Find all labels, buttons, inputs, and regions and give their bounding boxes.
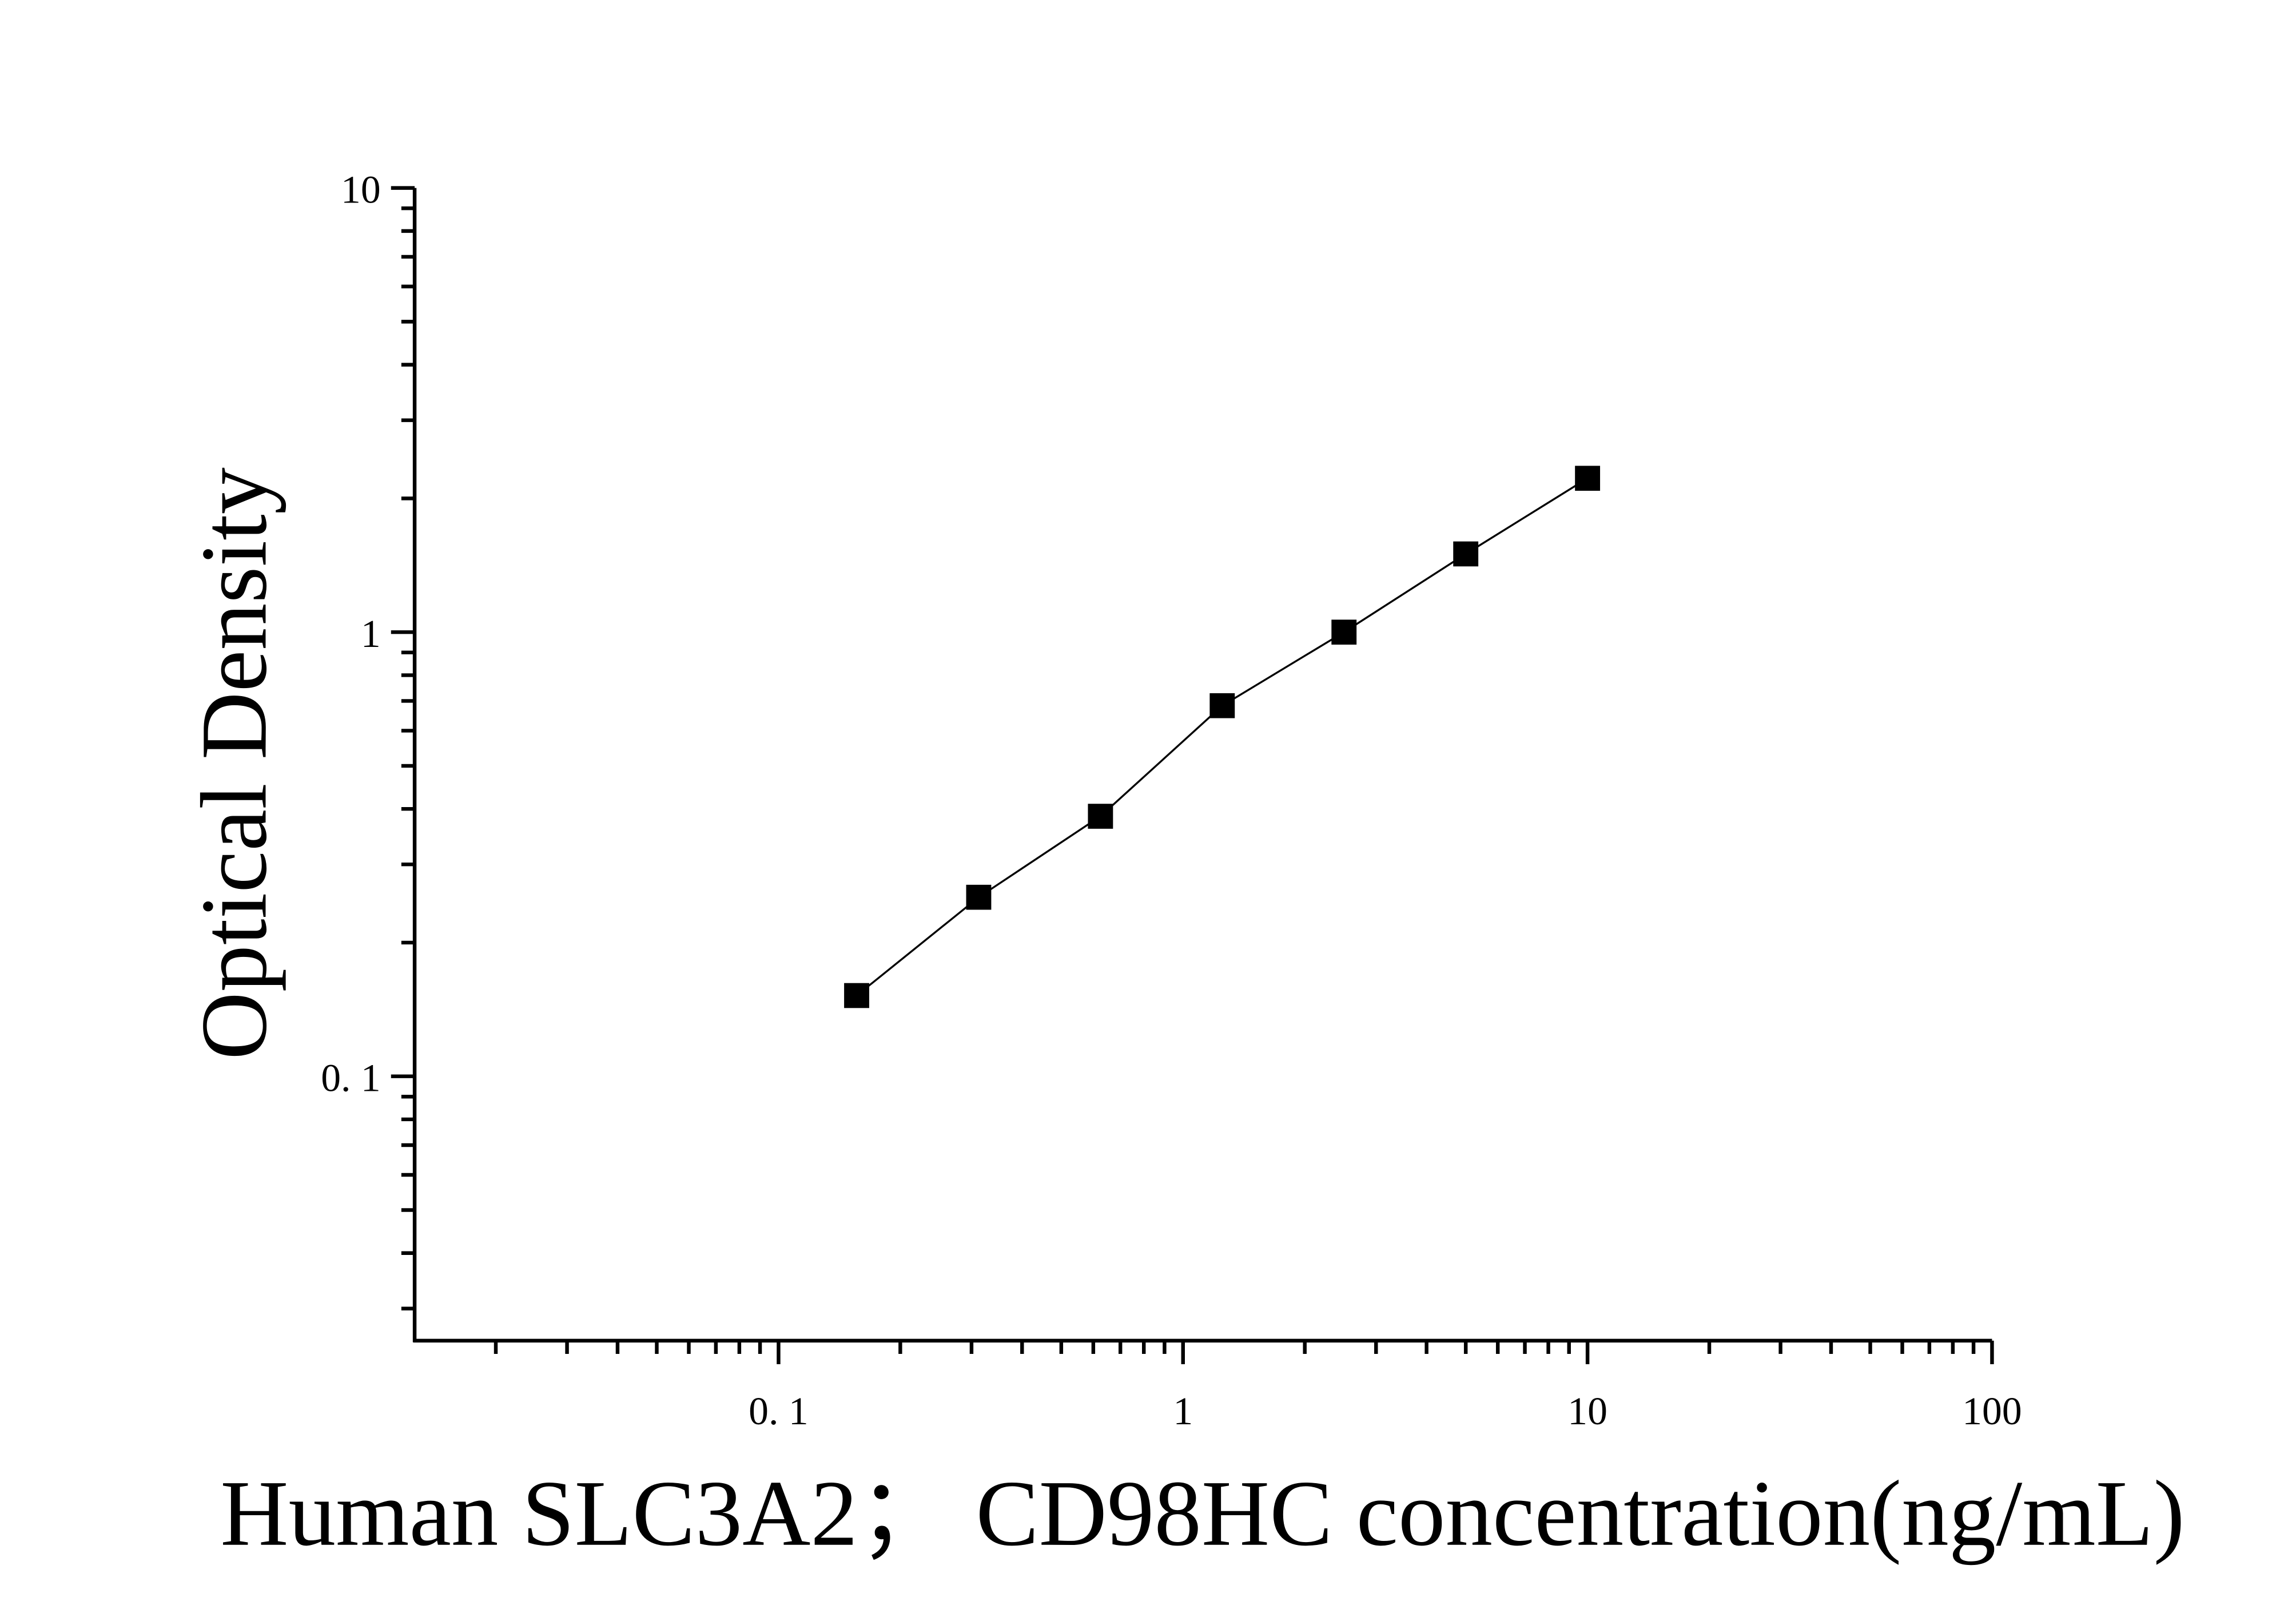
x-tick-label: 1: [1173, 1389, 1193, 1433]
data-point: [1331, 619, 1357, 645]
y-axis-title: Optical Density: [181, 467, 286, 1060]
x-tick-label: 10: [1567, 1389, 1607, 1433]
data-point: [844, 983, 869, 1008]
x-tick-label: 0. 1: [749, 1389, 808, 1433]
y-tick-label: 1: [361, 612, 381, 656]
x-axis-title: Human SLC3A2； CD98HC concentration(ng/mL…: [220, 1461, 2184, 1566]
data-point: [1209, 693, 1235, 718]
data-point: [1088, 804, 1113, 829]
y-tick-label: 10: [341, 168, 381, 212]
data-point: [1575, 466, 1601, 491]
data-point: [966, 884, 992, 910]
x-tick-label: 100: [1962, 1389, 2022, 1433]
data-point: [1453, 541, 1479, 567]
y-tick-label: 0. 1: [321, 1056, 380, 1101]
